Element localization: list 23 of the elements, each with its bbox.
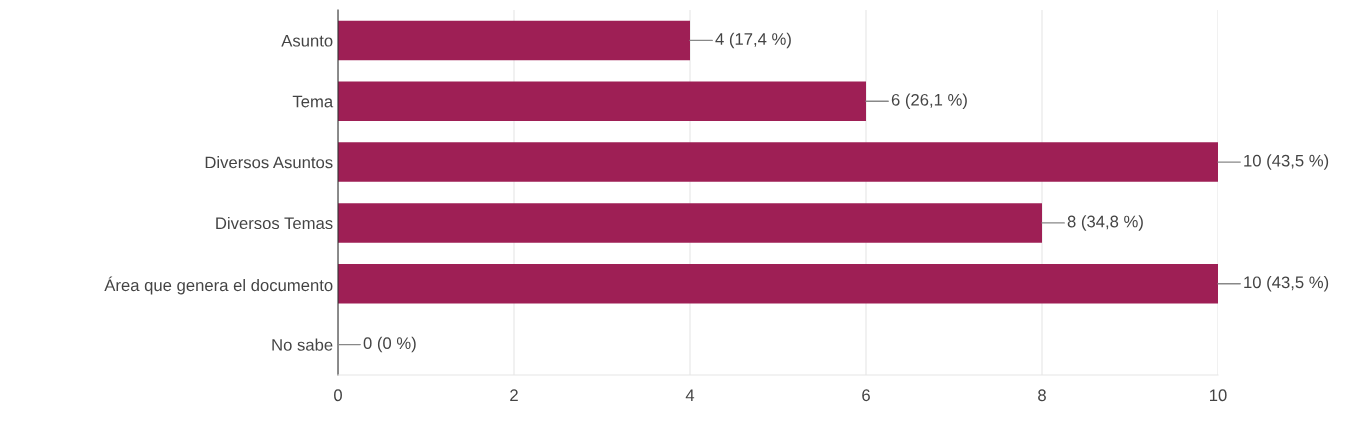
data-label: 10 (43,5 %) bbox=[1244, 154, 1329, 170]
x-tick-label: 6 bbox=[862, 389, 870, 402]
data-label: 6 (26,1 %) bbox=[891, 93, 967, 110]
x-tick-label: 4 bbox=[685, 389, 695, 401]
y-tick-label: Tema bbox=[292, 95, 334, 108]
y-tick-label: Área que genera el documento bbox=[104, 276, 333, 295]
data-label: 10 (43,5 %) bbox=[1244, 275, 1329, 292]
bar bbox=[338, 142, 1218, 182]
bar bbox=[338, 263, 1218, 304]
y-tick-label: No sabe bbox=[272, 338, 333, 351]
x-tick-label: 0 bbox=[334, 389, 342, 402]
x-tick-label: 2 bbox=[510, 389, 518, 401]
bar bbox=[338, 20, 690, 61]
bar bbox=[338, 203, 1042, 243]
data-label: 0 (0 %) bbox=[363, 336, 416, 353]
bar bbox=[338, 81, 866, 122]
y-tick-label: Diversos Asuntos bbox=[205, 156, 333, 169]
data-label: 8 (34,8 %) bbox=[1067, 215, 1143, 231]
y-tick-label: Asunto bbox=[281, 34, 333, 47]
y-tick-label: Diversos Temas bbox=[216, 216, 333, 230]
x-tick-label: 8 bbox=[1038, 389, 1046, 402]
x-tick-label: 10 bbox=[1210, 389, 1227, 402]
data-label: 4 (17,4 %) bbox=[715, 32, 791, 49]
